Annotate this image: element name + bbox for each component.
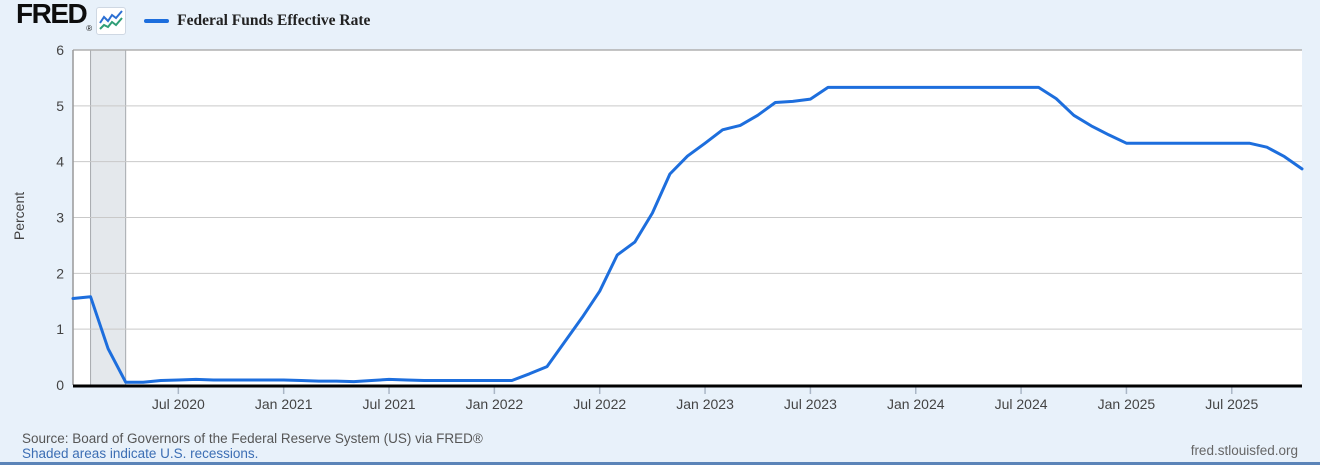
legend-series-label: Federal Funds Effective Rate (177, 12, 371, 29)
x-tick-label: Jul 2024 (995, 396, 1048, 412)
legend-line-swatch (144, 19, 170, 23)
x-tick-label: Jul 2022 (573, 396, 626, 412)
fred-logo[interactable]: FRED® (16, 0, 93, 33)
y-tick-label: 1 (56, 321, 64, 337)
x-tick-label: Jul 2023 (784, 396, 837, 412)
x-tick-label: Jul 2020 (152, 396, 205, 412)
chart-header: FRED® Federal Funds Effective Rate (16, 0, 370, 37)
bottom-divider (0, 462, 1320, 465)
watermark-link[interactable]: fred.stlouisfed.org (1190, 443, 1298, 458)
x-tick-label: Jan 2025 (1098, 396, 1156, 412)
y-tick-label: 0 (56, 377, 64, 393)
sparkline-icon (96, 7, 127, 35)
y-tick-label: 6 (56, 42, 64, 58)
legend-item[interactable]: Federal Funds Effective Rate (144, 12, 370, 30)
y-axis-title: Percent (11, 191, 27, 241)
recession-note-link[interactable]: Shaded areas indicate U.S. recessions. (22, 446, 259, 461)
x-tick-label: Jan 2024 (887, 396, 945, 412)
x-tick-label: Jan 2023 (676, 396, 734, 412)
x-tick-label: Jan 2021 (255, 396, 313, 412)
x-tick-label: Jul 2025 (1205, 396, 1258, 412)
y-tick-label: 3 (56, 210, 64, 226)
y-tick-label: 5 (56, 98, 64, 114)
y-tick-label: 2 (56, 265, 64, 281)
y-tick-label: 4 (56, 154, 64, 170)
series-line (71, 85, 1304, 384)
source-text: Source: Board of Governors of the Federa… (22, 431, 483, 446)
registered-mark: ® (86, 23, 93, 33)
x-tick-label: Jul 2021 (363, 396, 416, 412)
x-tick-label: Jan 2022 (466, 396, 524, 412)
